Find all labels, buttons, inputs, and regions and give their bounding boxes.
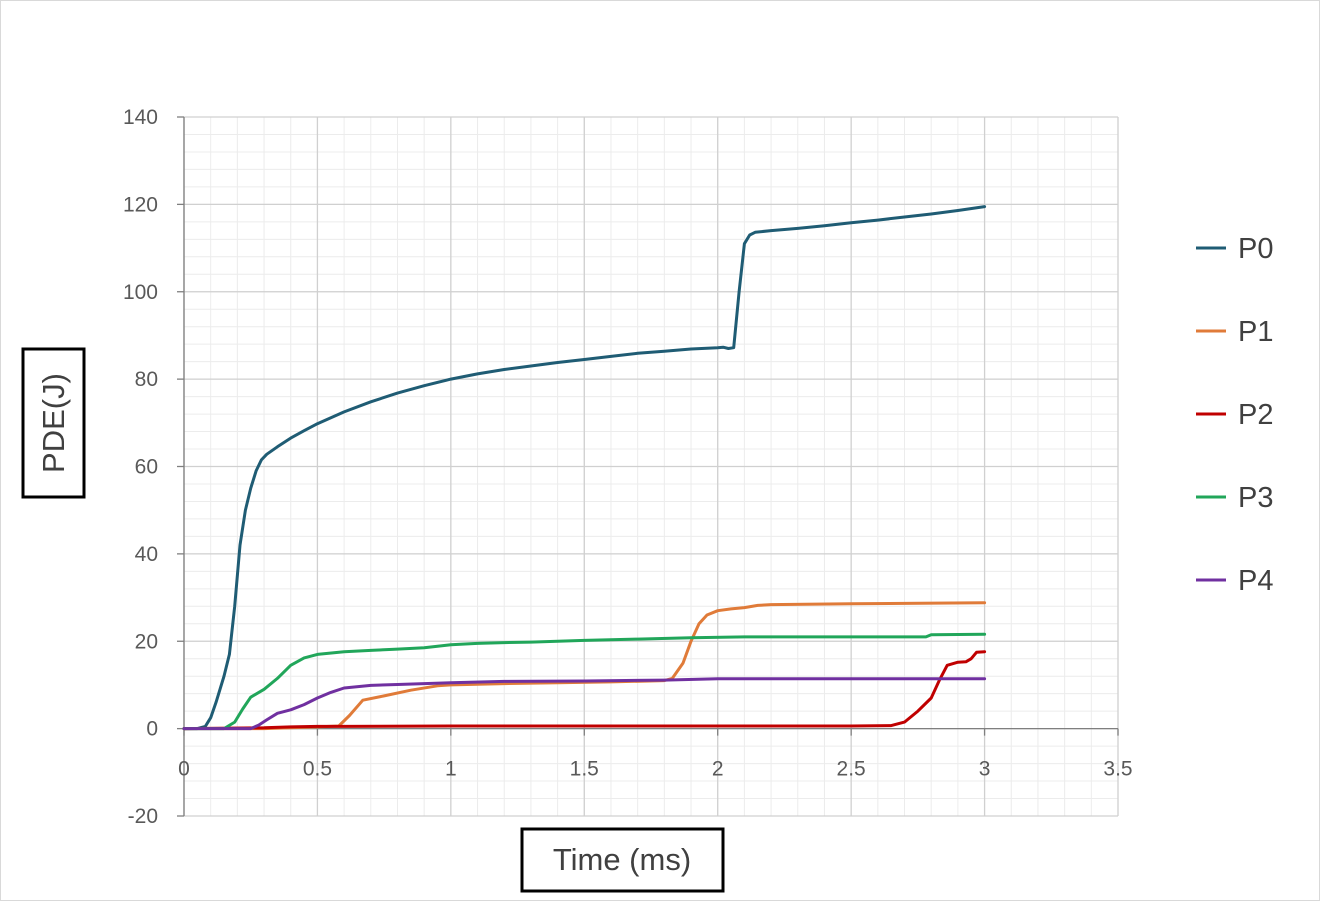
x-axis-title: Time (ms) bbox=[553, 842, 691, 877]
series-line-p3 bbox=[182, 632, 987, 731]
x-tick-label: 2.5 bbox=[837, 758, 866, 781]
x-tick-label: 0.5 bbox=[303, 758, 332, 781]
legend-item-p3: P3 bbox=[1196, 482, 1273, 514]
legend-label: P0 bbox=[1238, 233, 1273, 265]
y-tick-label: 80 bbox=[135, 368, 158, 391]
y-tick-label: -20 bbox=[128, 805, 158, 828]
y-axis-title-box: PDE(J) bbox=[21, 347, 86, 499]
axes bbox=[177, 116, 1119, 817]
legend-item-p2: P2 bbox=[1196, 399, 1273, 431]
y-tick-label: 120 bbox=[123, 193, 158, 216]
legend-label: P2 bbox=[1238, 399, 1273, 431]
legend-label: P1 bbox=[1238, 316, 1273, 348]
x-tick-label: 1 bbox=[445, 758, 457, 781]
series-lines bbox=[182, 205, 987, 731]
x-axis-title-box: Time (ms) bbox=[520, 827, 725, 893]
y-tick-label: 60 bbox=[135, 456, 158, 479]
series-line-p0 bbox=[182, 205, 987, 731]
y-tick-label: 0 bbox=[146, 718, 158, 741]
legend-item-p1: P1 bbox=[1196, 316, 1273, 348]
x-axis-tick-labels: 0 0.5 1 1.5 2 2.5 3 3.5 bbox=[178, 758, 1132, 781]
series-line-p4 bbox=[182, 677, 987, 731]
legend-item-p0: P0 bbox=[1196, 233, 1273, 265]
legend-item-p4: P4 bbox=[1196, 565, 1273, 597]
y-tick-label: 140 bbox=[123, 106, 158, 129]
y-tick-label: 20 bbox=[135, 630, 158, 653]
y-axis-title: PDE(J) bbox=[36, 373, 71, 473]
x-tick-label: 0 bbox=[178, 758, 190, 781]
legend-label: P4 bbox=[1238, 565, 1273, 597]
x-tick-label: 1.5 bbox=[570, 758, 599, 781]
x-tick-label: 3.5 bbox=[1103, 758, 1132, 781]
x-tick-label: 2 bbox=[712, 758, 724, 781]
y-axis-tick-labels: -20 0 20 40 60 80 100 120 140 bbox=[123, 106, 158, 828]
x-tick-label: 3 bbox=[979, 758, 991, 781]
legend: P0 P1 P2 P3 P4 bbox=[1196, 233, 1273, 597]
legend-label: P3 bbox=[1238, 482, 1273, 514]
series-line-p2 bbox=[182, 650, 987, 731]
y-tick-label: 100 bbox=[123, 281, 158, 304]
y-tick-label: 40 bbox=[135, 543, 158, 566]
